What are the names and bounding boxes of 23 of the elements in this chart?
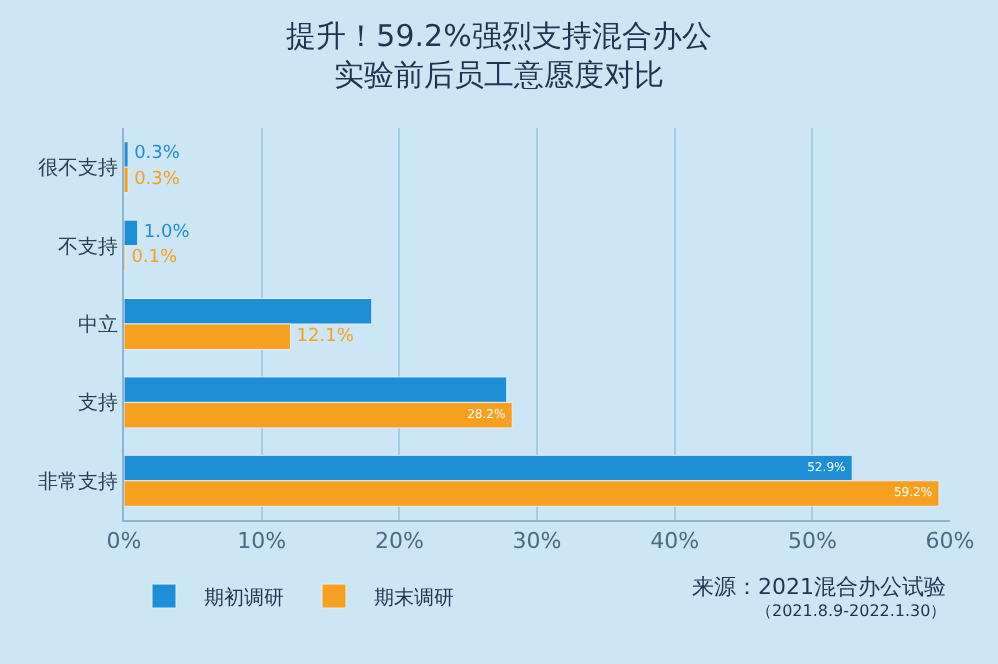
x-tick-label: 40% — [650, 528, 700, 555]
chart-subtitle: 实验前后员工意愿度对比 — [334, 57, 664, 94]
source-note: 来源：2021混合办公试验 — [692, 574, 946, 600]
text: （2021.8.9-2022.1.30） — [756, 602, 947, 620]
y-tick-label: 不支持 — [58, 234, 118, 259]
x-tick-label: 0% — [106, 528, 142, 555]
y-tick-label: 支持 — [78, 391, 118, 416]
x-tick-label: 60% — [925, 528, 975, 555]
data-label: 0.3% — [134, 144, 181, 165]
legend-label: 期末调研 — [374, 585, 454, 610]
y-tick-label: 很不支持 — [38, 156, 118, 181]
x-tick-label: 20% — [374, 528, 424, 555]
data-label: 12.1% — [296, 326, 355, 347]
legend-label: 期初调研 — [204, 585, 284, 610]
y-tick-label: 中立 — [78, 313, 118, 337]
data-label: 1.0% — [143, 222, 191, 243]
data-label: 0.3% — [134, 169, 181, 190]
data-label: 0.1% — [131, 248, 179, 269]
chart-title: 提升！59.2%强烈支持混合办公 — [286, 18, 712, 55]
x-tick-label: 50% — [787, 528, 837, 555]
x-tick-label: 30% — [512, 528, 562, 555]
y-tick-label: 非常支持 — [38, 469, 118, 494]
x-tick-label: 10% — [237, 528, 287, 555]
